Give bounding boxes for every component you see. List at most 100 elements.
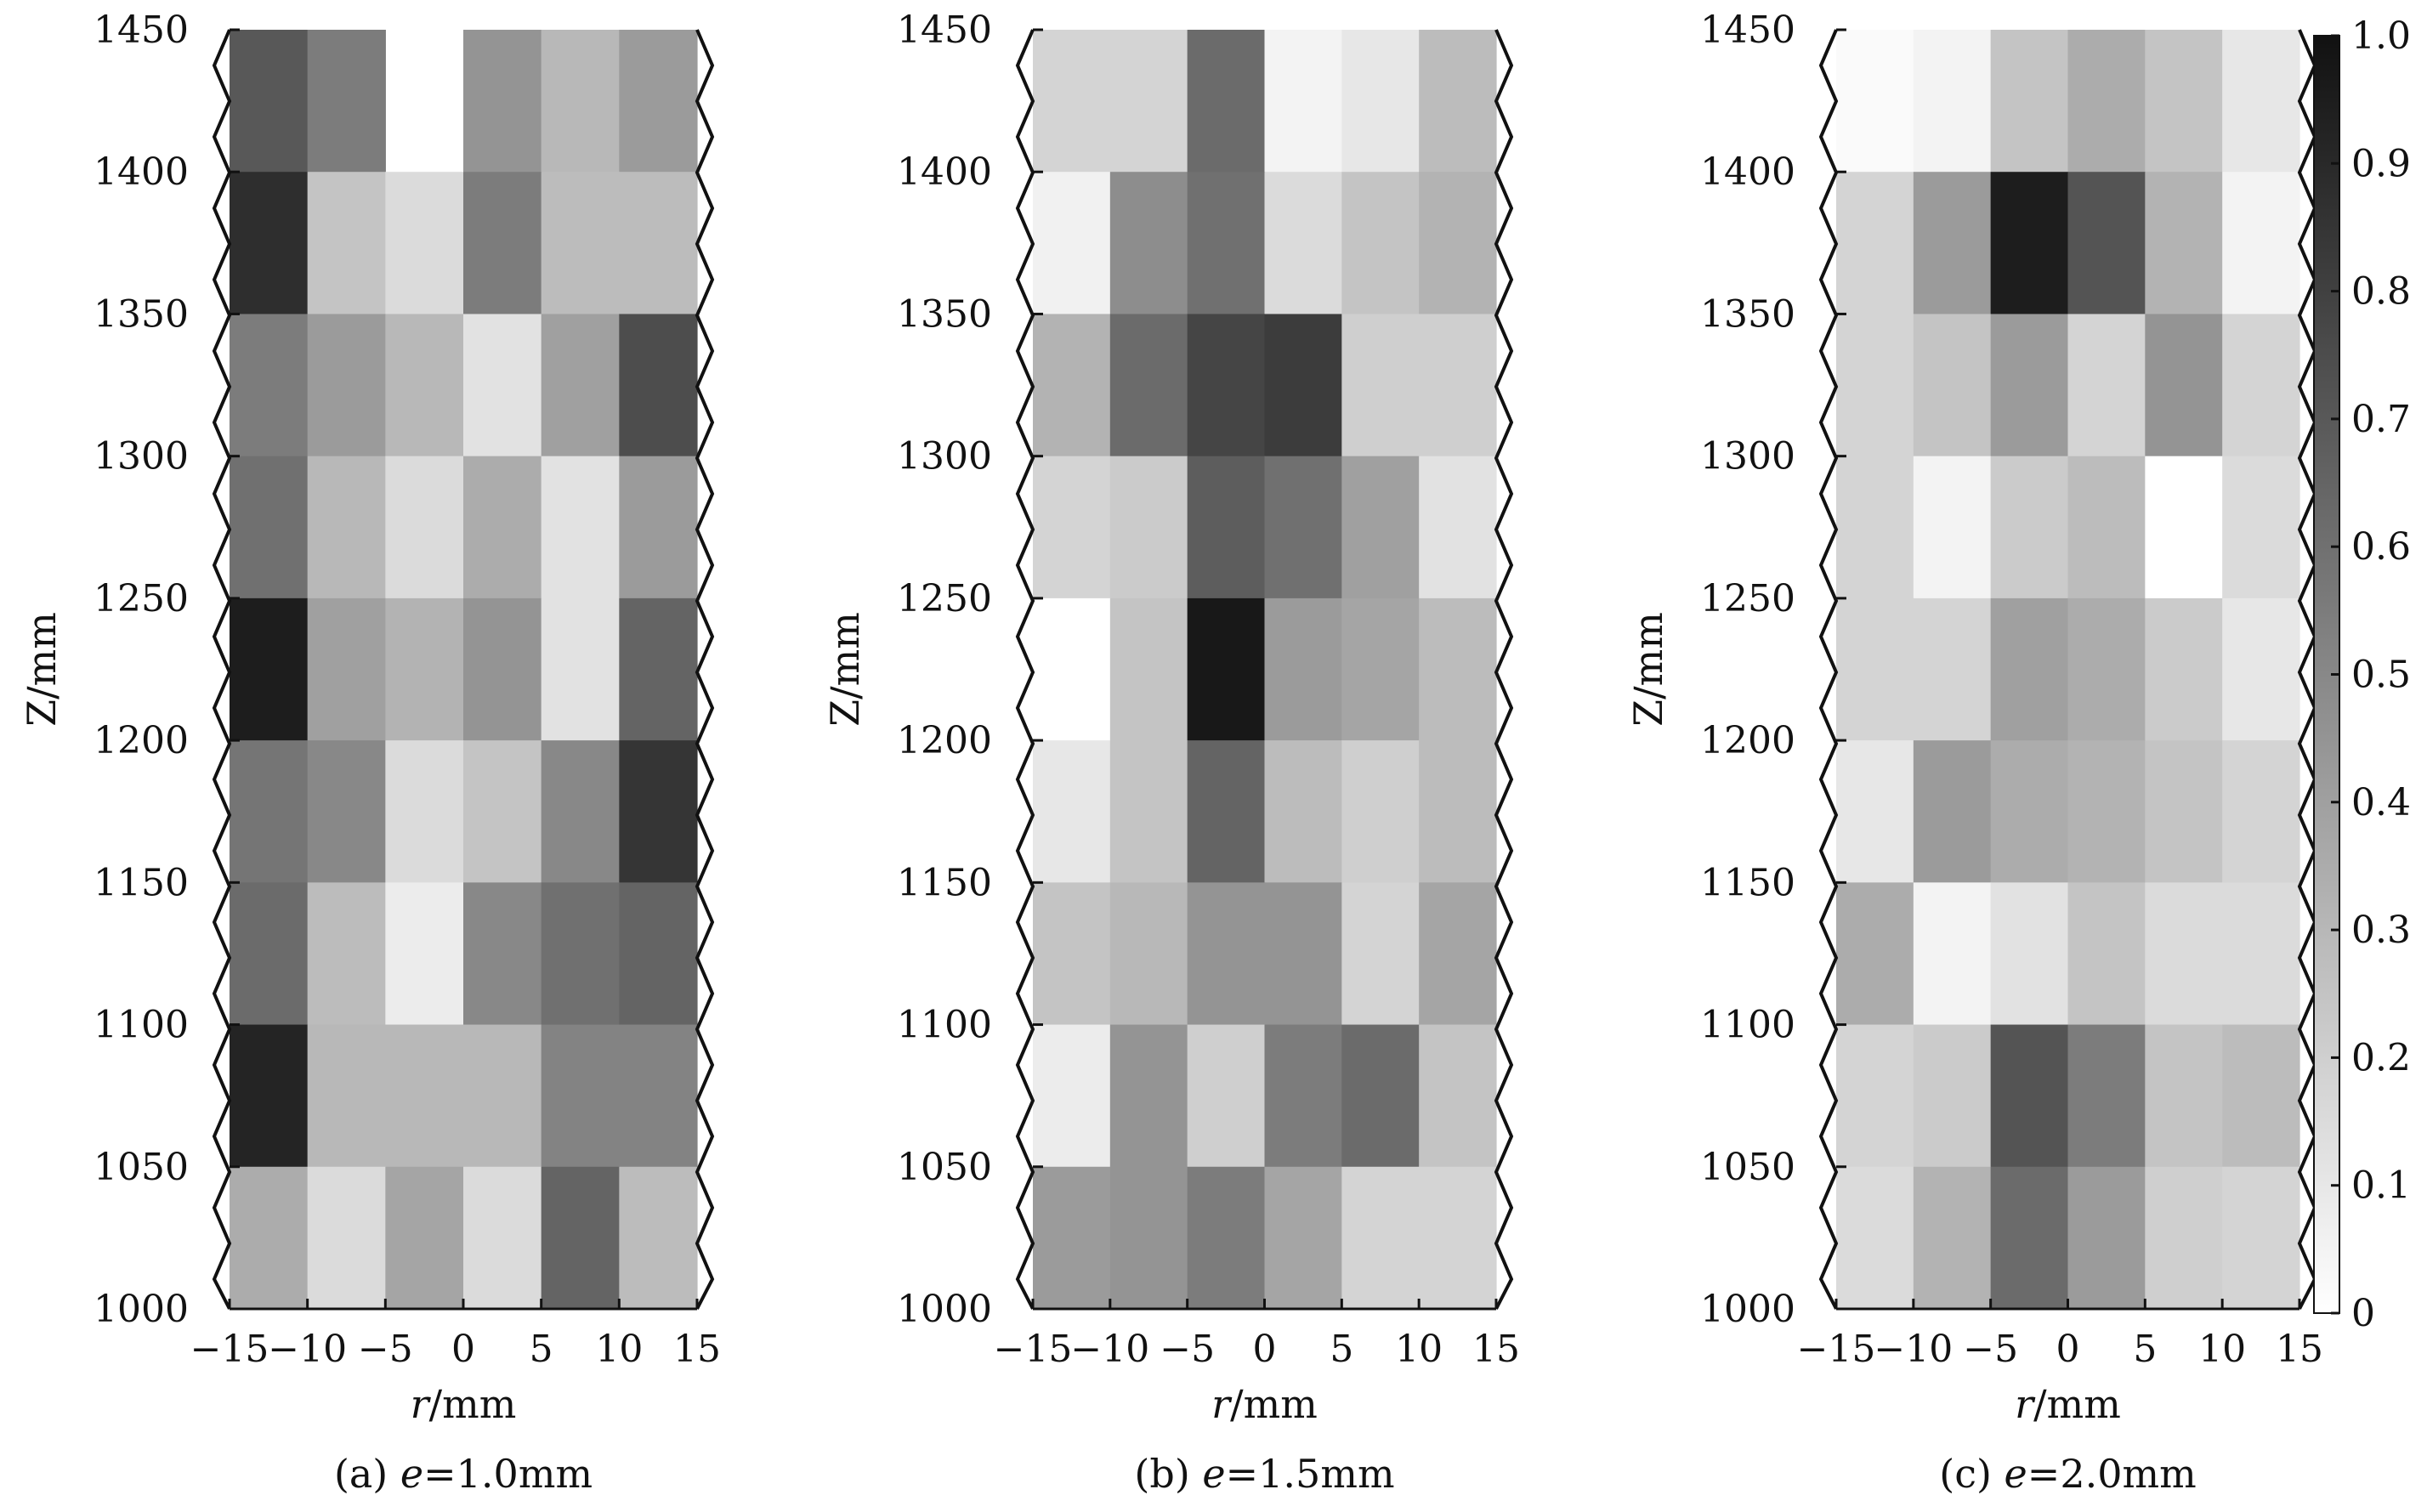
heatmap-cell [1187,1166,1266,1310]
heatmap-cell [1990,1166,2069,1310]
heatmap-cell [1033,597,1111,741]
heatmap-cell [2067,740,2146,883]
heatmap-cell [1990,172,2069,315]
heatmap-cell [2145,30,2223,173]
x-tick-label: 0 [2056,1328,2080,1371]
heatmap-cell [1341,1166,1420,1310]
heatmap-cell [619,30,698,173]
heatmap-cell [2222,456,2300,599]
heatmap-cell [1341,740,1420,883]
heatmap-cell [1913,882,1992,1026]
heatmap-cell [1836,597,1914,741]
heatmap-cell [1836,1166,1914,1310]
heatmap-cell [385,882,464,1026]
colorbar: 1.0 0.9 0.8 0.7 0.6 0.5 0.4 0.3 0.2 0.1 0 [2313,14,2410,1335]
heatmap-cell [463,882,542,1026]
x-tick-label: 5 [2133,1328,2157,1371]
heatmap-cell [1187,597,1266,741]
heatmap-cell [1264,1024,1342,1168]
heatmap-cell [2222,882,2300,1026]
heatmap-cell [619,597,698,741]
heatmap-cell [1913,1024,1992,1168]
heatmap-cell [385,456,464,599]
heatmap-cell [2067,314,2146,457]
y-tick-label: 1100 [897,1004,992,1047]
heatmap-cell [619,1024,698,1168]
heatmap-cell [541,456,620,599]
heatmap-cell [385,597,464,741]
heatmap-cell [1419,314,1497,457]
panel-edge-zigzag [2297,29,2317,1310]
heatmap-cell [463,1024,542,1168]
heatmap-cell [619,172,698,315]
y-tick-label: 1150 [897,861,992,904]
heatmap-cell [1990,314,2069,457]
colorbar-tick-label: 0.4 [2351,781,2410,824]
y-tick-label: 1400 [94,150,189,194]
y-tick-label: 1200 [94,719,189,762]
heatmap-cell [1419,1166,1497,1310]
heatmap-cell [307,882,386,1026]
panel-edge-zigzag [1494,29,1514,1310]
heatmap-cell [1990,597,2069,741]
heatmap-cell [541,1166,620,1310]
y-tick-label: 1100 [94,1004,189,1047]
y-tick-label: 1100 [1700,1004,1795,1047]
heatmap-cell [1836,314,1914,457]
y-tick-label: 1350 [1700,292,1795,336]
heatmap-cell [230,314,309,457]
heatmap-cell [2222,1024,2300,1168]
heatmap-cell [2222,314,2300,457]
x-tick-label: 5 [530,1328,553,1371]
heatmap-cell [1264,172,1342,315]
y-tick-label: 1300 [1700,435,1795,479]
heatmap-cell [2145,1166,2223,1310]
panel-caption: (b) e=1.5mm [1134,1451,1394,1497]
heatmap-panel-1: 1450140013501300125012001150110010501000… [19,8,721,1497]
colorbar-tick-label: 0.9 [2351,142,2410,185]
y-tick-label: 1400 [897,150,992,194]
heatmap-cell [1990,882,2069,1026]
y-tick-label: 1050 [1700,1146,1795,1189]
heatmap-cell [2067,1024,2146,1168]
heatmap-cell [1836,30,1914,173]
y-tick-label: 1000 [897,1288,992,1331]
heatmap-panel-2: 1450140013501300125012001150110010501000… [822,8,1520,1497]
heatmap-cell [1341,172,1420,315]
heatmap-cell [230,456,309,599]
heatmap-cell [1836,172,1914,315]
heatmap-cell [1109,314,1188,457]
x-tick-label: −5 [358,1328,413,1371]
heatmap-cell [463,456,542,599]
heatmap-cell [541,597,620,741]
x-tick-label: −5 [1160,1328,1215,1371]
y-tick-label: 1450 [94,8,189,52]
heatmap-cell [1187,882,1266,1026]
y-tick-label: 1350 [897,292,992,336]
y-tick-label: 1150 [94,861,189,904]
panel-edge-zigzag [1015,29,1035,1310]
x-tick-label: 15 [2276,1328,2323,1371]
heatmap-cell [1187,172,1266,315]
heatmap-cell [230,1024,309,1168]
heatmap-cell [1187,456,1266,599]
heatmap-cell [541,882,620,1026]
heatmap-cell [1836,456,1914,599]
heatmap-cell [1264,1166,1342,1310]
heatmap-cell [1341,314,1420,457]
heatmap-cell [1913,30,1992,173]
heatmap-cell [1033,1166,1111,1310]
heatmap-cell [1109,172,1188,315]
heatmap-cell [2067,172,2146,315]
heatmap-cell [1264,597,1342,741]
heatmap-cell [541,30,620,173]
colorbar-tick-label: 1.0 [2351,14,2410,58]
heatmap-cell [2067,597,2146,741]
heatmap-cell [1913,456,1992,599]
heatmap-cell [1264,740,1342,883]
heatmap-cell [541,314,620,457]
panel-edge-zigzag [1818,29,1839,1310]
heatmap-cell [541,740,620,883]
panel-caption: (a) e=1.0mm [334,1451,593,1497]
